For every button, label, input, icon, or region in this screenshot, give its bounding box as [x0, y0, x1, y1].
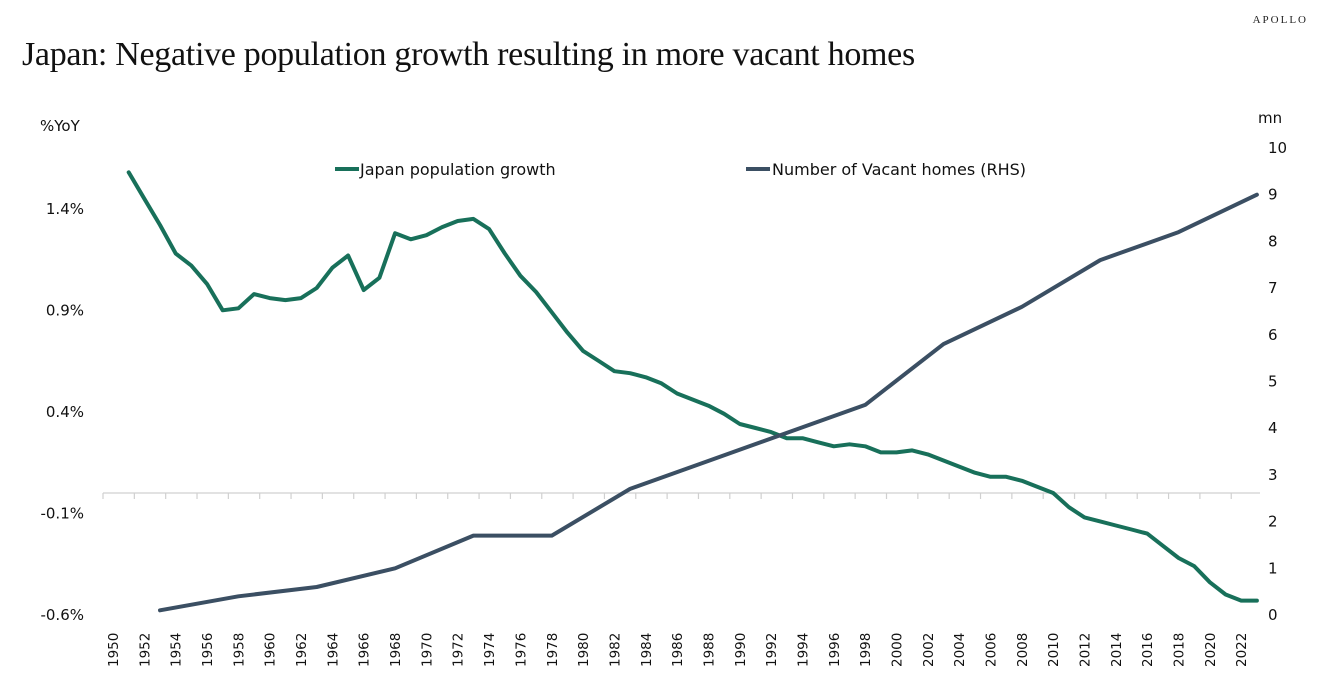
x-tick-label: 2002 [921, 633, 937, 667]
x-tick-label: 1984 [639, 633, 655, 667]
x-tick-label: 1980 [576, 633, 592, 667]
x-tick-label: 2018 [1172, 633, 1188, 667]
x-tick-label: 2012 [1078, 633, 1094, 667]
right-tick-label: 1 [1268, 559, 1278, 577]
right-tick-label: 5 [1268, 373, 1278, 391]
x-tick-label: 2016 [1140, 633, 1156, 667]
x-tick-label: 2006 [984, 633, 1000, 667]
x-tick-label: 1962 [294, 633, 310, 667]
x-tick-label: 1956 [200, 633, 216, 667]
right-tick-label: 2 [1268, 513, 1278, 531]
right-tick-label: 0 [1268, 606, 1278, 624]
right-tick-label: 3 [1268, 466, 1278, 484]
x-tick-label: 2022 [1234, 633, 1250, 667]
legend: Japan population growth Number of Vacant… [335, 160, 1026, 179]
left-axis: %YoY 1.4% 0.9% 0.4% -0.1% -0.6% [40, 117, 84, 624]
chart-title: Japan: Negative population growth result… [22, 36, 915, 73]
vacant-homes-line [158, 192, 1259, 613]
x-tick-label: 1992 [764, 633, 780, 667]
left-tick-label: -0.6% [40, 606, 84, 624]
x-tick-label: 2010 [1046, 633, 1062, 667]
right-tick-label: 4 [1268, 419, 1278, 437]
x-tick-label: 1950 [106, 633, 122, 667]
right-tick-label: 10 [1268, 139, 1287, 157]
right-tick-label: 6 [1268, 326, 1278, 344]
x-tick-label: 1990 [733, 633, 749, 667]
zero-line [102, 492, 1260, 499]
x-tick-label: 1974 [482, 633, 498, 667]
left-tick-label: -0.1% [40, 504, 84, 522]
x-tick-label: 1988 [701, 633, 717, 667]
x-tick-label: 1982 [607, 633, 623, 667]
x-tick-label: 1954 [169, 633, 185, 667]
left-tick-label: 1.4% [46, 200, 84, 218]
x-tick-label: 1952 [137, 633, 153, 667]
x-tick-label: 1970 [419, 633, 435, 667]
x-tick-label: 2020 [1203, 633, 1219, 667]
x-tick-label: 1996 [827, 633, 843, 667]
left-axis-unit: %YoY [40, 117, 81, 135]
x-tick-label: 1960 [263, 633, 279, 667]
x-axis: 1950 1952 1954 1956 1958 1960 1962 1964 1966 1968… [106, 633, 1250, 667]
x-tick-label: 1968 [388, 633, 404, 667]
x-tick-label: 1978 [545, 633, 561, 667]
right-tick-label: 7 [1268, 279, 1278, 297]
population-growth-line [126, 170, 1259, 603]
x-tick-label: 1958 [231, 633, 247, 667]
x-tick-label: 2008 [1015, 633, 1031, 667]
right-tick-label: 8 [1268, 232, 1278, 250]
x-tick-label: 1994 [795, 633, 811, 667]
right-axis-unit: mn [1258, 109, 1282, 127]
right-tick-label: 9 [1268, 186, 1278, 204]
apollo-logo: APOLLO [1252, 14, 1308, 26]
legend-label-population: Japan population growth [359, 160, 556, 179]
left-tick-label: 0.9% [46, 301, 84, 319]
x-tick-label: 1972 [451, 633, 467, 667]
x-tick-label: 1976 [513, 633, 529, 667]
legend-label-vacant: Number of Vacant homes (RHS) [772, 160, 1026, 179]
x-tick-label: 2014 [1109, 633, 1125, 667]
x-tick-label: 2004 [952, 633, 968, 667]
x-tick-label: 1998 [858, 633, 874, 667]
series-group [126, 170, 1259, 613]
x-tick-label: 2000 [890, 633, 906, 667]
x-tick-label: 1986 [670, 633, 686, 667]
x-tick-label: 1966 [357, 633, 373, 667]
left-tick-label: 0.4% [46, 403, 84, 421]
x-tick-label: 1964 [325, 633, 341, 667]
